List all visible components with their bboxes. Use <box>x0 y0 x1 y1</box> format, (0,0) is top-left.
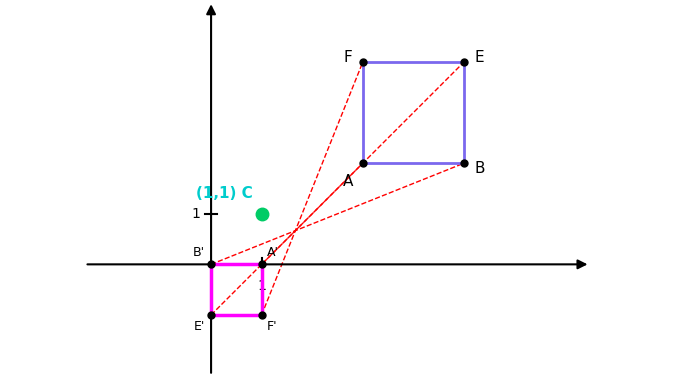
Text: 1: 1 <box>257 279 266 293</box>
Text: A': A' <box>267 246 279 259</box>
Text: E': E' <box>194 320 205 333</box>
Text: F': F' <box>267 320 277 333</box>
Text: E: E <box>474 49 484 64</box>
Text: A: A <box>344 174 354 189</box>
Text: B: B <box>474 161 485 176</box>
Text: (1,1) C: (1,1) C <box>196 186 252 201</box>
Text: F: F <box>344 49 352 64</box>
Text: 1: 1 <box>191 207 200 221</box>
Text: B': B' <box>193 246 205 259</box>
